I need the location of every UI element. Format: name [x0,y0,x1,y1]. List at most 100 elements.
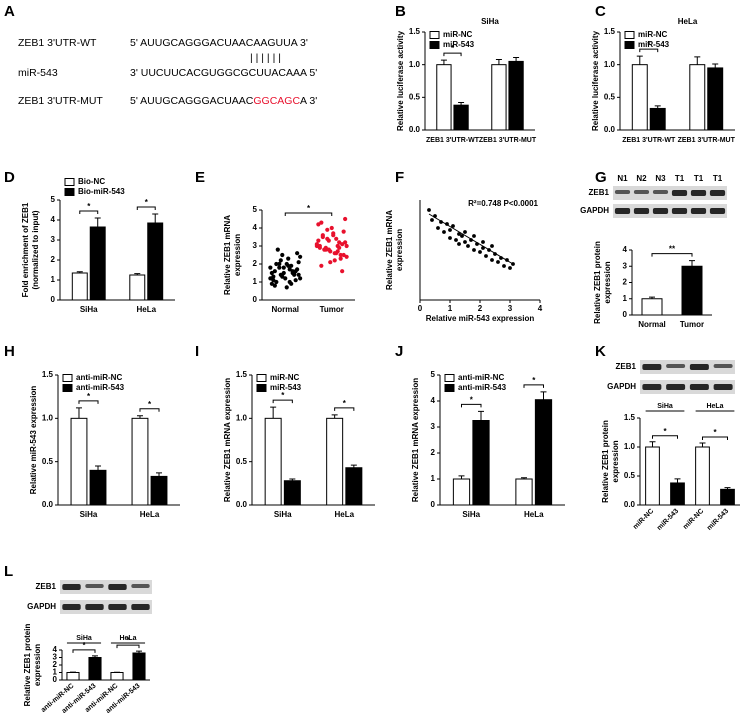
bar [681,265,703,316]
error-bar [152,213,159,223]
significance-bracket [652,435,678,439]
y-tick-label: 2 [53,660,58,669]
lane-label: N3 [655,174,666,183]
blot-row-label: ZEB1 [616,362,637,371]
legend-swatch [256,384,267,392]
y-tick-label: 2 [253,259,258,268]
data-point [478,250,482,254]
y-tick-label: 0.0 [42,500,54,509]
data-point [448,236,452,240]
y-axis-label: Relative ZEB1 mRNA expression [411,378,420,502]
blot-strip [60,600,152,614]
data-point [335,249,340,254]
bar [283,480,301,506]
bar [436,64,452,131]
x-tick-label: ZEB1 3'UTR-WT [622,137,676,144]
significance-label: * [148,400,152,409]
significance-bracket [702,436,728,440]
panel-letter: L [4,563,13,580]
y-tick-label: 1 [53,668,58,677]
y-axis-label: expression [233,234,242,276]
significance-label: * [281,391,285,400]
panel-letter: K [595,343,606,360]
blot-band [709,208,726,214]
bar [264,417,282,506]
error-bar [94,217,101,227]
error-bar [156,472,163,477]
y-tick-label: 5 [51,195,56,204]
bar [472,420,490,506]
legend-swatch [444,374,455,382]
y-tick-label: 0.0 [624,500,636,509]
legend-swatch [62,374,73,382]
blot-band [131,584,150,588]
data-point [290,270,295,276]
blot-band [709,190,726,196]
x-tick-label: Normal [638,320,666,329]
significance-bracket [136,206,156,210]
error-bar [76,271,83,273]
error-bar [649,296,655,299]
error-bar [92,655,98,658]
error-bar [694,56,701,65]
legend-label: miR-543 [443,40,475,49]
data-point [328,260,333,265]
data-point [295,267,300,272]
data-point [343,240,348,245]
legend-label: miR-NC [638,30,668,39]
y-tick-label: 1 [253,277,258,286]
x-tick-label: HeLa [334,510,354,519]
data-point [317,243,322,249]
data-point [481,240,485,244]
y-tick-label: 4 [51,215,56,224]
error-bar [540,391,547,400]
error-bar [636,55,643,65]
data-point [344,243,349,249]
blot-row-label: GAPDH [27,602,56,611]
data-point [277,261,282,267]
data-point [460,234,464,238]
data-point [484,254,488,258]
significance-label: * [126,636,130,645]
bar [707,67,724,131]
data-point [275,247,280,252]
data-point [466,244,470,248]
y-tick-label: 1.5 [624,413,636,422]
data-point [281,270,286,276]
y-tick-label: 0 [253,295,258,304]
significance-label: * [470,396,474,405]
x-tick-label: SiHa [274,510,292,519]
bar [631,64,648,131]
bar [131,417,149,506]
panel-letter: C [595,3,606,20]
y-tick-label: 0.5 [42,457,54,466]
panel-letter: D [4,169,15,186]
data-point [341,229,346,234]
bar [695,446,710,506]
y-axis-label: Relative ZEB1 protein [601,420,610,503]
error-bar [724,487,731,490]
data-point [268,265,273,270]
error-bar [75,407,82,419]
blot-band [689,364,709,370]
data-point [442,230,446,234]
legend-swatch [624,31,635,39]
blot-band [85,604,104,610]
x-tick-label: HeLa [140,510,160,519]
significance-label: * [87,202,91,211]
bar [70,417,88,506]
data-point [280,252,285,258]
y-tick-label: 0 [623,310,628,319]
y-axis-label: Relative ZEB1 protein [593,241,602,324]
blot-band [671,208,688,214]
y-tick-label: 0 [53,675,58,684]
bar [645,446,660,506]
legend-label: anti-miR-NC [76,373,122,382]
y-tick-label: 1.0 [409,60,421,69]
bar [491,64,507,131]
y-tick-label: 2 [431,448,436,457]
significance-label: * [713,428,717,437]
error-bar [712,63,719,68]
y-tick-label: 1 [431,474,436,483]
